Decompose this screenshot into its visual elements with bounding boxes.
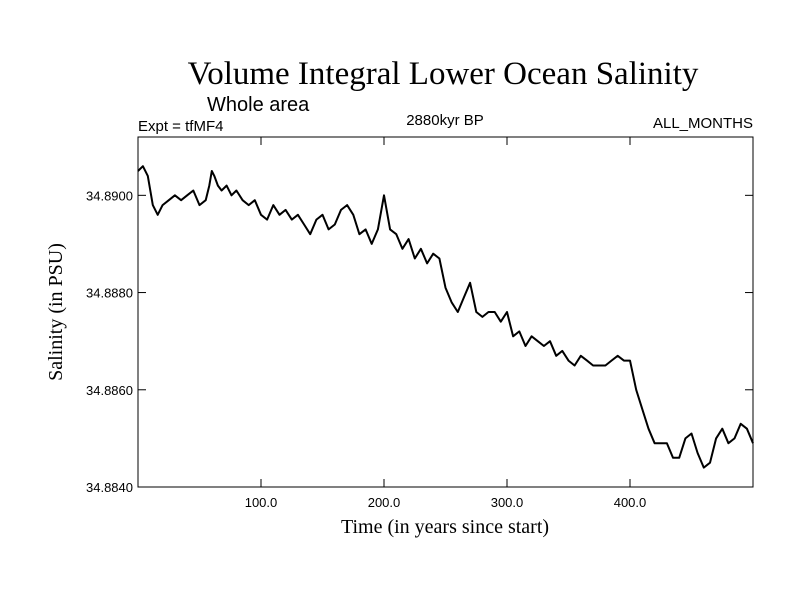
y-tick-label: 34.8860 <box>86 383 133 398</box>
chart-subtitle: Whole area <box>207 94 310 116</box>
months-label: ALL_MONTHS <box>653 115 753 132</box>
y-tick-label: 34.8880 <box>86 286 133 301</box>
salinity-series-line <box>137 165 754 469</box>
y-axis-label: Salinity (in PSU) <box>45 243 67 381</box>
period-label: 2880kyr BP <box>406 112 484 129</box>
x-tick-label: 300.0 <box>491 495 524 510</box>
x-axis: 100.0 200.0 300.0 400.0 <box>245 137 647 510</box>
y-tick-label: 34.8840 <box>86 480 133 495</box>
chart-title: Volume Integral Lower Ocean Salinity <box>188 56 699 92</box>
experiment-label: Expt = tfMF4 <box>138 118 223 135</box>
y-axis: 34.8840 34.8860 34.8880 34.8900 <box>86 188 753 495</box>
x-axis-label: Time (in years since start) <box>341 516 549 538</box>
x-tick-label: 400.0 <box>614 495 647 510</box>
y-tick-label: 34.8900 <box>86 188 133 203</box>
plot-frame <box>137 136 754 488</box>
x-tick-label: 100.0 <box>245 495 278 510</box>
x-tick-label: 200.0 <box>368 495 401 510</box>
